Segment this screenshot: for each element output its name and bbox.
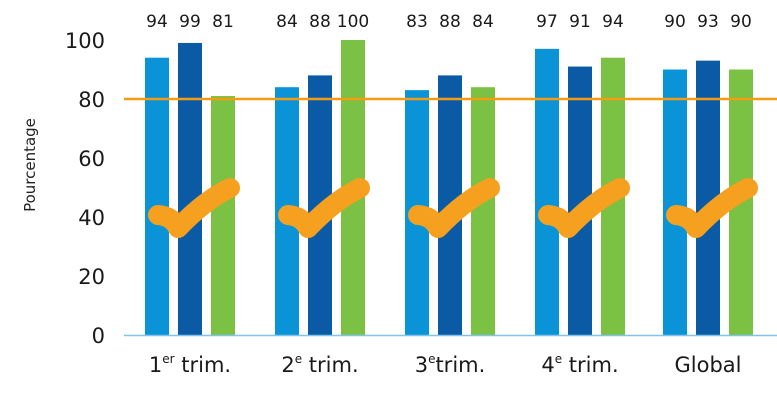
y-tick-label: 80 <box>78 88 105 112</box>
y-tick-label: 60 <box>78 147 105 171</box>
checkmark-icon <box>666 178 758 238</box>
data-label: 99 <box>179 12 201 32</box>
y-axis-label: Pourcentage <box>21 118 39 212</box>
data-label: 88 <box>309 12 331 32</box>
y-tick-label: 40 <box>78 206 105 230</box>
bar <box>145 57 169 335</box>
data-label: 84 <box>472 12 494 32</box>
bar <box>535 48 559 335</box>
data-label: 84 <box>276 12 298 32</box>
data-label: 93 <box>697 12 719 32</box>
x-tick-label: 3etrim. <box>415 352 486 377</box>
x-tick-label: 1er trim. <box>149 352 231 377</box>
bar <box>178 42 202 335</box>
data-label: 90 <box>730 12 752 32</box>
data-label: 88 <box>439 12 461 32</box>
data-label: 81 <box>212 12 234 32</box>
bar <box>471 87 495 335</box>
data-label: 90 <box>664 12 686 32</box>
x-tick-label: 4e trim. <box>541 352 618 377</box>
data-label: 97 <box>536 12 558 32</box>
checkmark-icon <box>408 178 500 238</box>
bar <box>663 69 687 335</box>
y-axis-ticks: 0 20 40 60 80 100 <box>65 29 105 348</box>
data-label: 91 <box>569 12 591 32</box>
data-label: 94 <box>146 12 168 32</box>
checkmark-icon <box>148 178 240 238</box>
checkmarks <box>148 178 758 238</box>
data-label: 83 <box>406 12 428 32</box>
x-tick-label: Global <box>675 353 742 377</box>
x-tick-label: 2e trim. <box>281 352 358 377</box>
checkmark-icon <box>538 178 630 238</box>
x-axis-labels: 1er trim. 2e trim. 3etrim. 4e trim. Global <box>149 352 742 377</box>
y-tick-label: 0 <box>92 324 105 348</box>
bars <box>145 40 753 336</box>
data-label: 100 <box>337 12 369 32</box>
checkmark-icon <box>278 178 370 238</box>
y-tick-label: 100 <box>65 29 105 53</box>
data-label: 94 <box>602 12 624 32</box>
y-tick-label: 20 <box>78 265 105 289</box>
data-labels: 94 84 83 97 90 99 88 88 91 93 81 100 84 94 90 <box>146 12 752 32</box>
bar <box>211 96 235 335</box>
